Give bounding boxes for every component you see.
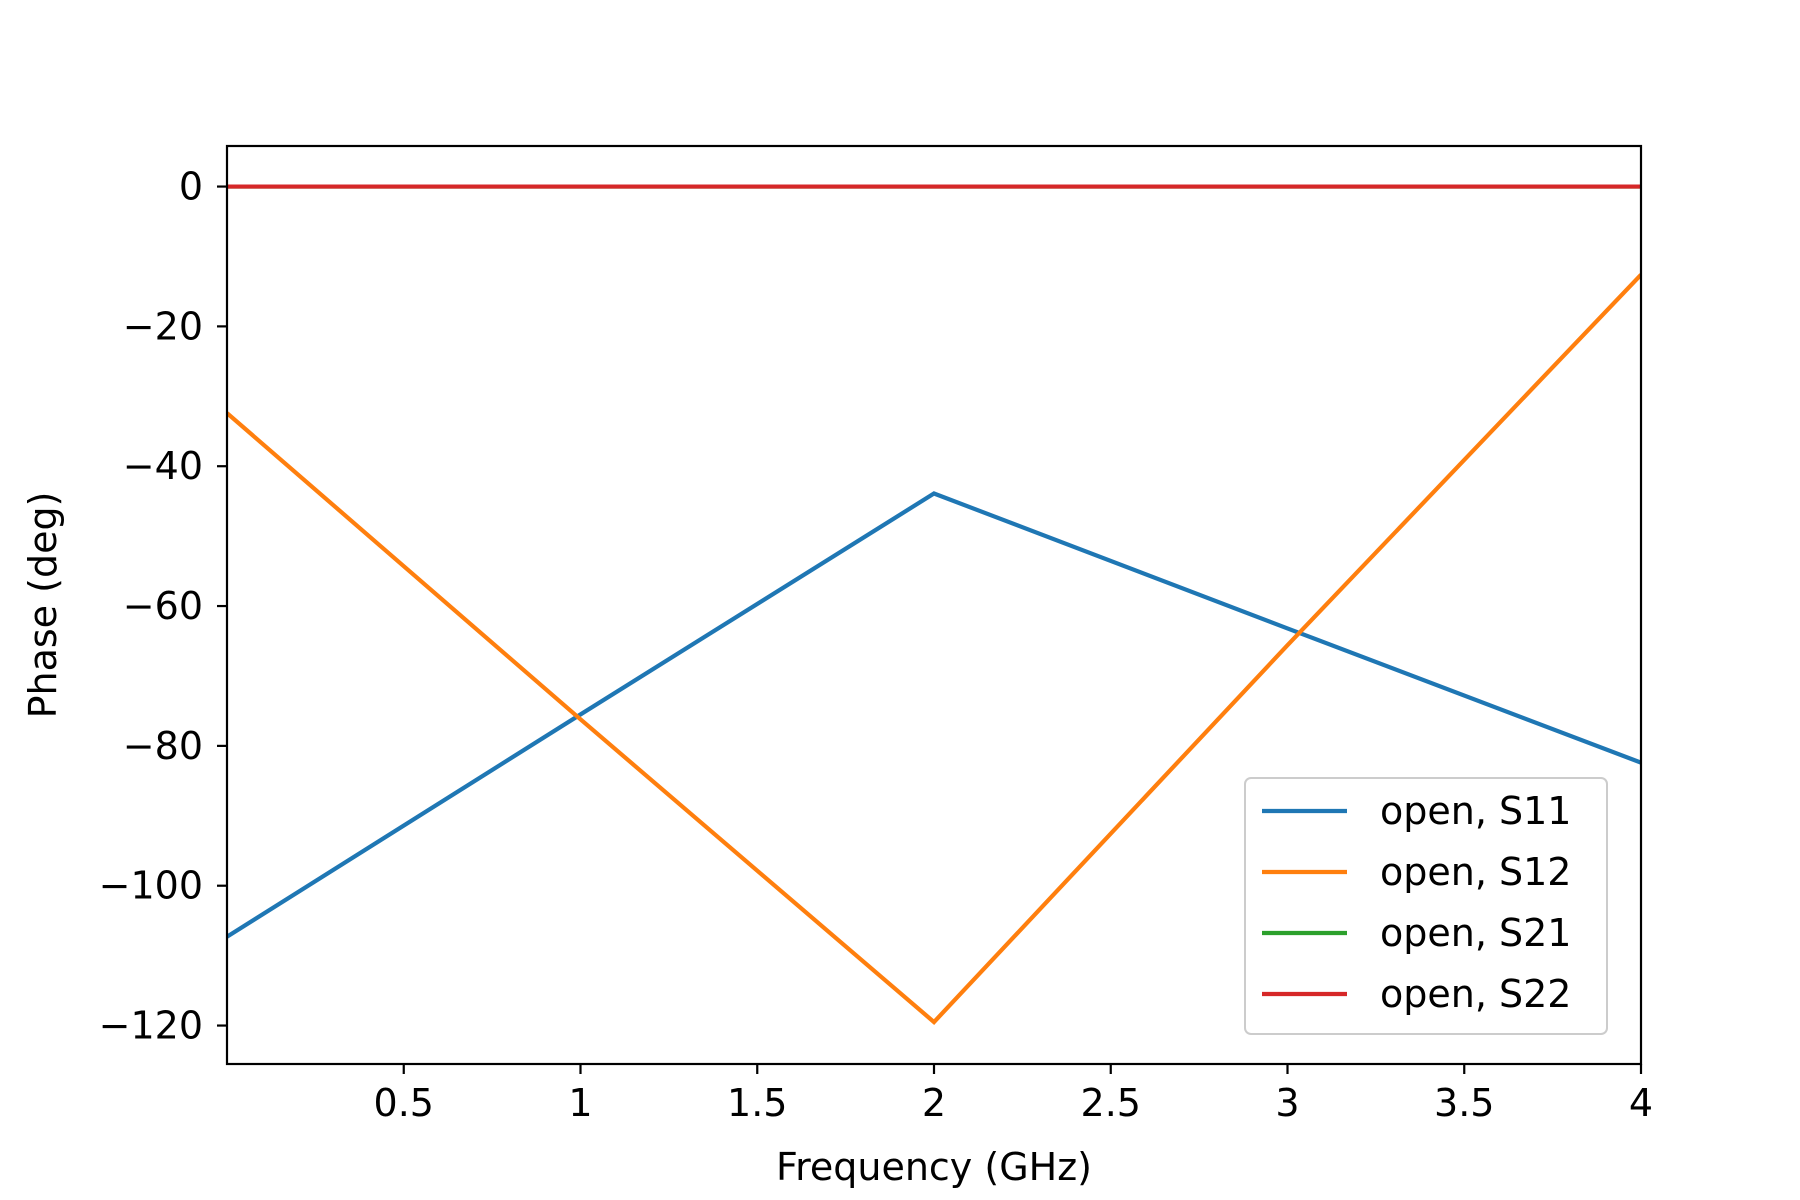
y-axis-label: Phase (deg) (21, 492, 65, 719)
x-tick-label: 4 (1629, 1081, 1653, 1125)
series-line-2 (227, 273, 1641, 1025)
series-layer (227, 184, 1641, 1025)
x-axis: 0.5 1 1.5 2 2.5 3 3.5 4 (374, 1064, 1653, 1125)
x-tick-label: 2.5 (1081, 1081, 1141, 1125)
legend-box (1244, 777, 1608, 1035)
legend-label-1: open, S11 (1380, 789, 1571, 833)
x-tick-label: 3 (1275, 1081, 1299, 1125)
y-tick-label: −40 (123, 444, 203, 488)
y-tick-label: 0 (179, 165, 203, 209)
legend: open, S11 open, S12 open, S21 open, S22 (1244, 777, 1608, 1035)
legend-label-4: open, S22 (1380, 972, 1571, 1016)
x-tick-label: 2 (922, 1081, 946, 1125)
x-tick-label: 3.5 (1434, 1081, 1494, 1125)
legend-label-3: open, S21 (1380, 911, 1571, 955)
series-line-1 (227, 491, 1641, 939)
x-axis-label: Frequency (GHz) (776, 1145, 1092, 1189)
y-tick-label: −60 (123, 584, 203, 628)
y-tick-label: −100 (99, 864, 203, 908)
y-tick-label: −80 (123, 724, 203, 768)
x-tick-label: 1 (568, 1081, 592, 1125)
legend-label-2: open, S12 (1380, 850, 1571, 894)
y-axis: 0 −20 −40 −60 −80 −100 −120 (99, 165, 227, 1048)
y-tick-label: −20 (123, 304, 203, 348)
x-tick-label: 0.5 (374, 1081, 434, 1125)
y-tick-label: −120 (99, 1004, 203, 1048)
x-tick-label: 1.5 (727, 1081, 787, 1125)
